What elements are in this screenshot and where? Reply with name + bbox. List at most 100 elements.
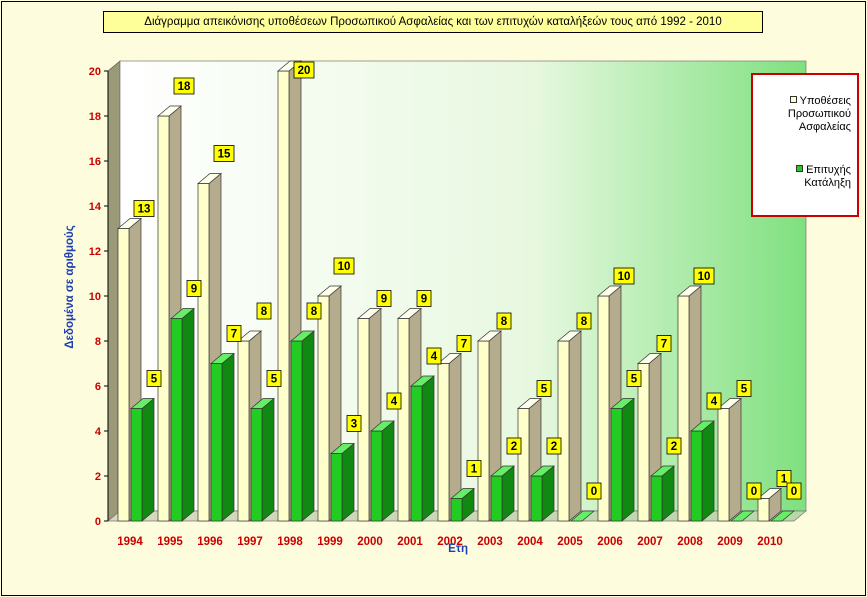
- svg-text:20: 20: [298, 65, 311, 77]
- data-label-cases: 7: [456, 335, 472, 352]
- bar-success: [250, 397, 275, 522]
- svg-text:9: 9: [421, 294, 427, 306]
- legend-item-success: Επιτυχής Κατάληξη: [761, 164, 851, 190]
- data-label-success: 2: [506, 437, 522, 455]
- y-tick-label: 16: [89, 156, 101, 168]
- bar-cases: [557, 330, 582, 522]
- svg-text:2: 2: [551, 441, 557, 453]
- svg-text:2: 2: [511, 441, 517, 453]
- y-axis-ticks: 0 2 4 6 8 10 12 14 16 18 20: [89, 66, 108, 528]
- data-labels: 1351891578520810394947182528010572104501…: [133, 61, 802, 500]
- data-label-cases: 5: [536, 380, 552, 397]
- svg-text:7: 7: [231, 329, 237, 341]
- x-tick-label: 2006: [597, 536, 623, 548]
- data-label-cases: 8: [256, 302, 272, 320]
- data-label-cases: 18: [173, 77, 195, 95]
- svg-text:3: 3: [351, 419, 357, 431]
- x-tick-label: 2008: [677, 536, 703, 548]
- data-label-cases: 15: [213, 145, 235, 162]
- svg-text:2: 2: [671, 441, 677, 453]
- svg-text:7: 7: [461, 339, 467, 351]
- svg-text:10: 10: [618, 271, 631, 283]
- svg-text:5: 5: [631, 374, 638, 386]
- bar-success: [290, 330, 315, 522]
- data-label-success: 5: [266, 370, 282, 387]
- data-label-success: 8: [306, 302, 322, 320]
- svg-text:9: 9: [191, 284, 197, 296]
- y-tick-label: 2: [95, 471, 101, 483]
- svg-text:8: 8: [261, 306, 268, 318]
- x-tick-label: 2010: [757, 536, 783, 548]
- data-label-cases: 9: [376, 290, 392, 307]
- x-tick-label: 2001: [397, 536, 423, 548]
- svg-text:15: 15: [218, 149, 231, 161]
- y-tick-label: 10: [89, 291, 101, 303]
- y-tick-label: 12: [89, 246, 101, 258]
- data-label-success: 4: [426, 347, 442, 365]
- x-tick-label: 2003: [477, 536, 503, 548]
- data-label-cases: 8: [576, 312, 592, 330]
- svg-text:0: 0: [591, 486, 597, 498]
- y-axis-title: Δεδομένα σε αριθμούς: [64, 225, 76, 348]
- x-tick-label: 1995: [157, 536, 183, 548]
- x-tick-label: 1999: [317, 536, 343, 548]
- data-label-success: 1: [466, 460, 482, 477]
- svg-text:8: 8: [311, 306, 318, 318]
- bar-success: [570, 510, 595, 522]
- legend-swatch-cases: [789, 96, 797, 103]
- data-label-cases: 10: [333, 257, 355, 275]
- svg-text:8: 8: [581, 316, 588, 328]
- data-label-cases: 7: [656, 335, 672, 352]
- svg-text:10: 10: [698, 271, 711, 283]
- data-label-cases: 20: [293, 61, 315, 79]
- x-tick-label: 1998: [277, 536, 303, 548]
- y-tick-label: 18: [89, 111, 101, 123]
- data-label-success: 4: [386, 392, 402, 410]
- data-label-success: 0: [746, 482, 762, 500]
- data-label-success: 2: [666, 437, 682, 455]
- y-tick-label: 6: [95, 381, 101, 393]
- data-label-cases: 10: [613, 267, 635, 285]
- y-tick-label: 14: [89, 201, 102, 213]
- data-label-cases: 9: [416, 290, 432, 307]
- svg-text:9: 9: [381, 294, 387, 306]
- data-label-success: 7: [226, 325, 242, 342]
- x-tick-label: 2002: [437, 536, 463, 548]
- bar-success: [450, 487, 475, 522]
- x-tick-label: 2009: [717, 536, 743, 548]
- x-axis-ticks: 1994 1995 1996 1997 1998 1999 2000 2001 2002 2003…: [117, 536, 783, 548]
- svg-text:8: 8: [501, 316, 508, 328]
- y-tick-label: 4: [95, 426, 102, 438]
- bar-success: [530, 465, 555, 522]
- svg-text:18: 18: [178, 81, 191, 93]
- data-label-success: 5: [626, 370, 642, 387]
- bar-success: [130, 397, 155, 522]
- data-label-cases: 10: [693, 267, 715, 285]
- svg-text:5: 5: [741, 384, 748, 396]
- data-label-success: 4: [706, 392, 722, 410]
- bar-success: [610, 397, 635, 522]
- svg-text:4: 4: [431, 351, 438, 363]
- bar-success: [210, 352, 235, 522]
- bar-cases: [717, 397, 742, 522]
- svg-text:13: 13: [138, 204, 151, 216]
- x-tick-label: 1994: [117, 536, 143, 548]
- bar-cases: [437, 352, 462, 522]
- svg-text:5: 5: [151, 374, 158, 386]
- x-axis-title: Έτη: [446, 543, 468, 555]
- bar-success: [410, 375, 435, 522]
- bar-success: [330, 442, 355, 522]
- svg-text:5: 5: [271, 374, 278, 386]
- x-tick-label: 2005: [557, 536, 583, 548]
- data-label-success: 9: [186, 280, 202, 297]
- data-label-success: 0: [786, 482, 802, 500]
- bar-success: [170, 307, 195, 522]
- legend-swatch-success: [796, 165, 804, 172]
- legend-label-success: Επιτυχής Κατάληξη: [804, 164, 851, 189]
- bar-success: [730, 510, 755, 522]
- y-tick-label: 20: [89, 66, 101, 78]
- data-label-success: 0: [586, 482, 602, 500]
- svg-text:1: 1: [471, 464, 478, 476]
- bar-success: [490, 465, 515, 522]
